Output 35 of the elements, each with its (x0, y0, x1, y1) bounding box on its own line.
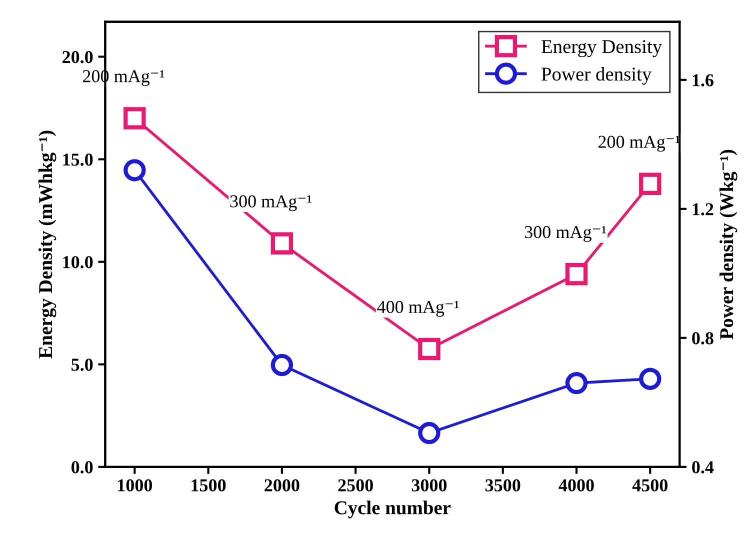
point (639, 368, 662, 390)
x-tick-label: 4500 (632, 479, 668, 492)
annotation: 300 mAg⁻¹ (524, 226, 606, 242)
x-tick-label: 4000 (558, 479, 594, 492)
point (565, 263, 588, 286)
point (565, 372, 588, 394)
y-tick-label: 5.0 (72, 358, 93, 371)
x-tick-label: 3500 (485, 479, 520, 492)
point (124, 107, 146, 130)
y2-tick-label: 1.2 (692, 203, 714, 216)
legend-label: Energy Density (542, 40, 662, 58)
y-tick-label: 10.0 (63, 256, 93, 268)
annotation: 300 mAg⁻¹ (230, 195, 312, 212)
y-tick-label: 20.0 (62, 50, 93, 64)
point (270, 354, 294, 376)
y2-tick-label: 0.4 (692, 461, 714, 474)
point (270, 232, 294, 254)
x-tick-label: 2000 (264, 479, 300, 492)
y-tick-label: 15.0 (63, 154, 93, 166)
point (418, 338, 440, 360)
legend-label: Power density (542, 67, 652, 85)
y2-tick-label: 0.8 (692, 332, 714, 344)
y2-tick-label: 1.6 (692, 74, 714, 86)
x-tick-label: 1000 (118, 479, 152, 492)
y2-axis-title: Power density (Wkg⁻¹) (720, 150, 738, 340)
point (418, 422, 440, 444)
annotation: 400 mAg⁻¹ (377, 300, 459, 317)
point (124, 159, 146, 182)
y-axis-title: Energy Density (mWhkg⁻¹) (38, 130, 56, 358)
x-tick-label: 1500 (192, 479, 226, 492)
y-tick-label: 0.0 (72, 461, 93, 474)
x-tick-label: 3000 (412, 479, 447, 492)
point (639, 172, 662, 195)
x-axis-title: Cycle number (334, 500, 451, 518)
x-tick-label: 2500 (338, 479, 373, 492)
